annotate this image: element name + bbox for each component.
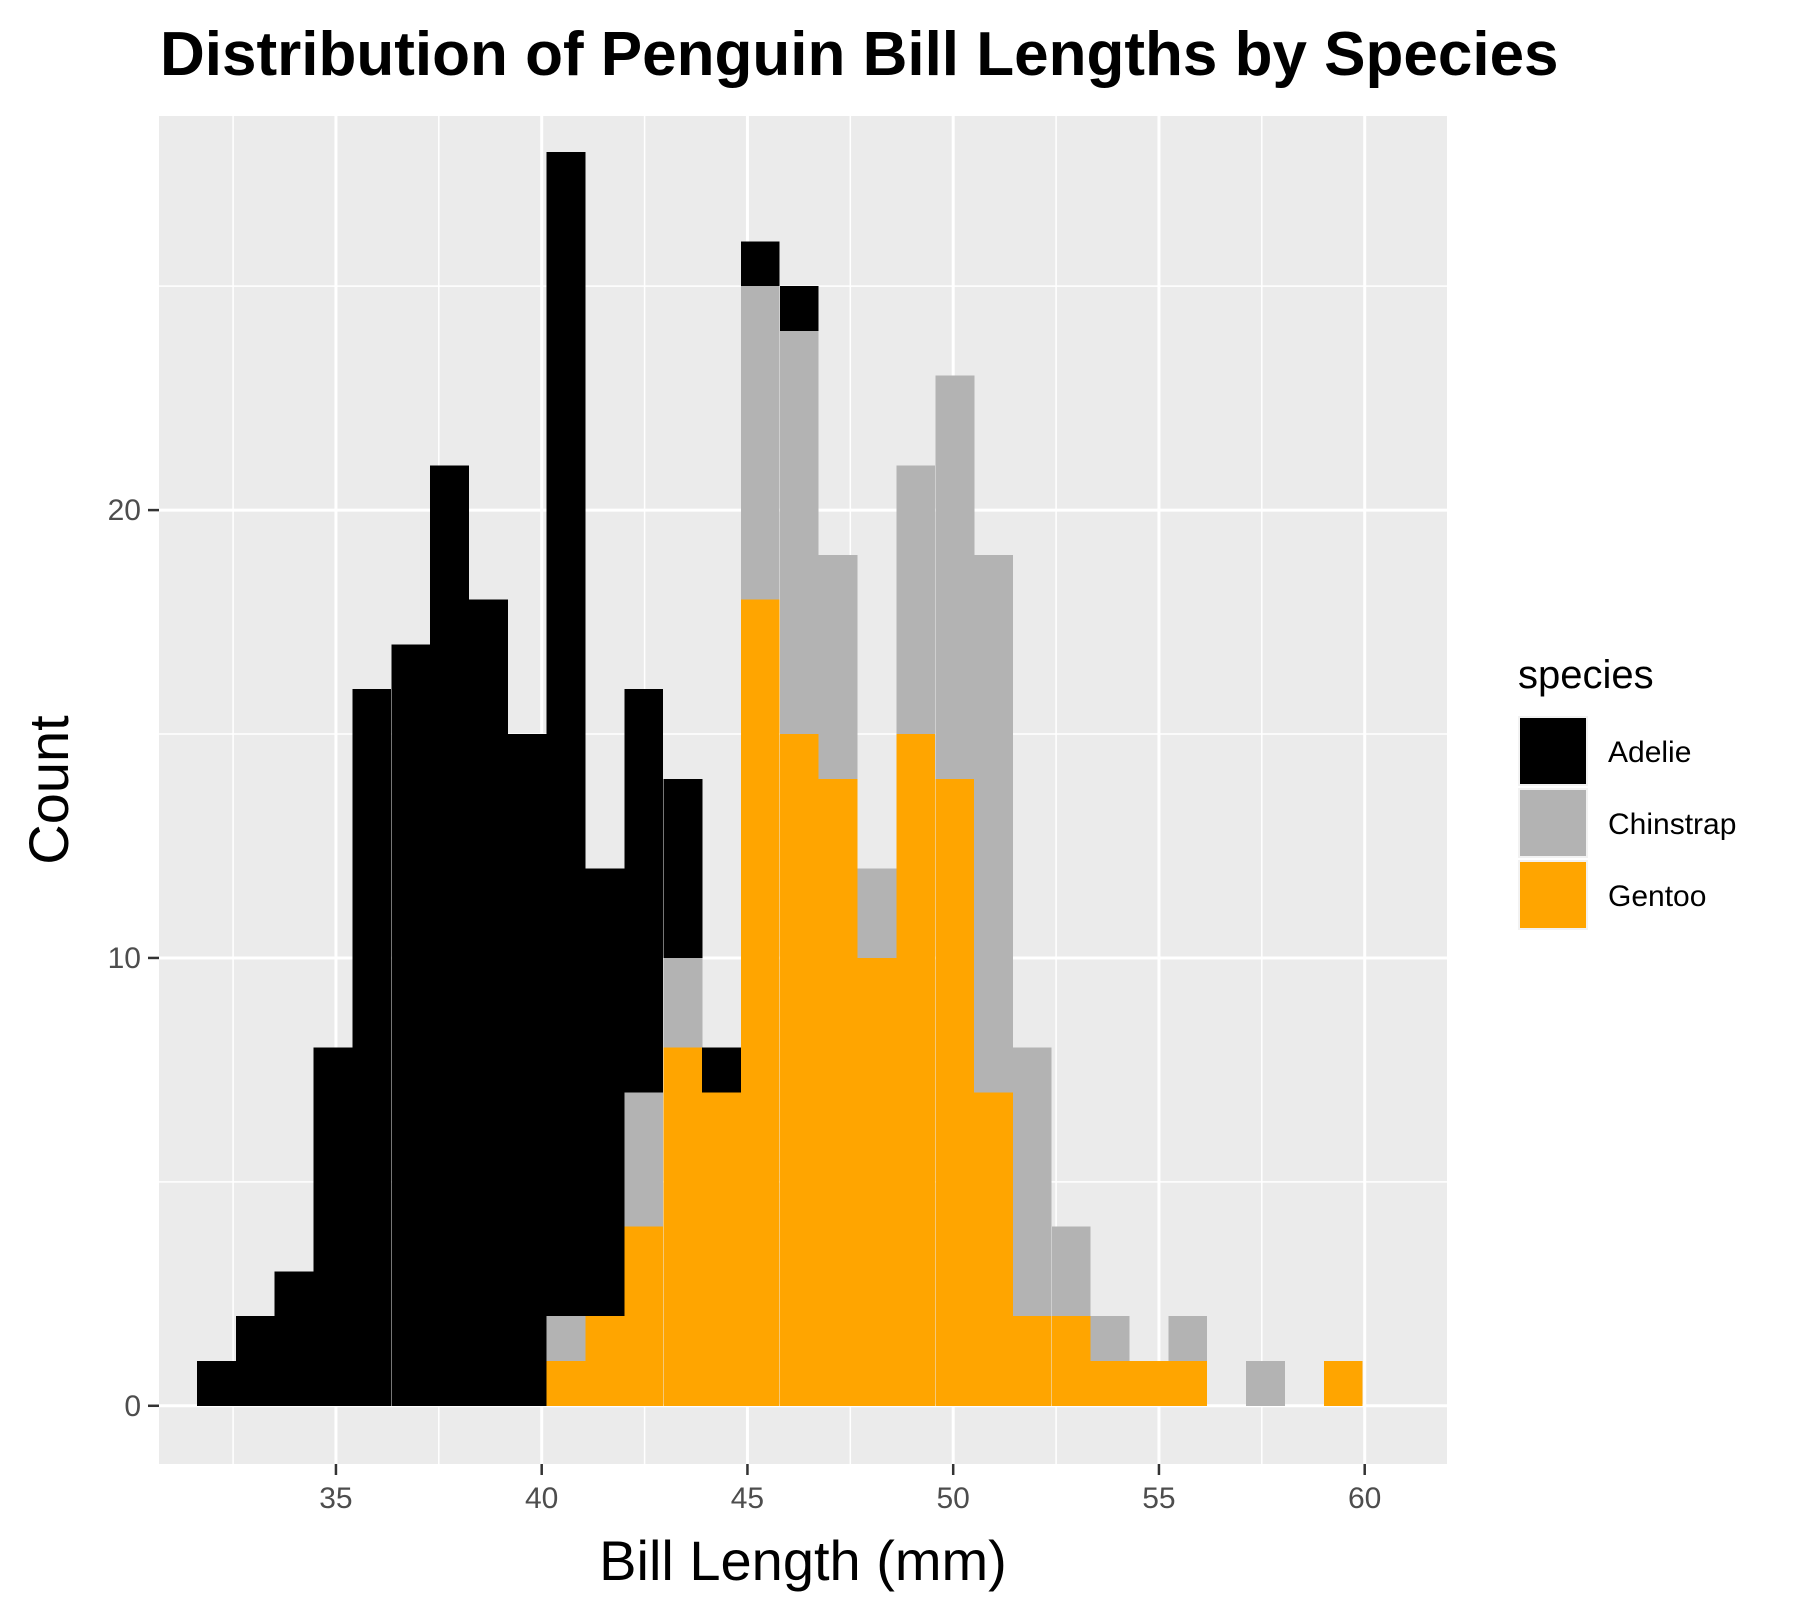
bar-adelie bbox=[430, 465, 469, 1406]
bar-gentoo bbox=[896, 734, 936, 1406]
bar-adelie bbox=[702, 1047, 741, 1093]
bar-gentoo bbox=[1323, 1360, 1363, 1406]
bar-adelie bbox=[469, 599, 509, 1406]
bar-chinstrap bbox=[1012, 1047, 1052, 1317]
bar-chinstrap bbox=[1090, 1316, 1130, 1361]
x-tick-label: 35 bbox=[319, 1482, 352, 1515]
bar-chinstrap bbox=[1246, 1360, 1285, 1406]
bar-chinstrap bbox=[779, 330, 819, 735]
bars bbox=[197, 151, 1363, 1406]
bar-gentoo bbox=[1051, 1316, 1091, 1406]
x-tick-label: 55 bbox=[1142, 1482, 1175, 1515]
bar-gentoo bbox=[702, 1092, 741, 1406]
y-tick-label: 20 bbox=[108, 494, 141, 527]
bar-gentoo bbox=[585, 1316, 625, 1406]
bar-adelie bbox=[507, 734, 547, 1406]
bar-chinstrap bbox=[857, 868, 897, 958]
bar-adelie bbox=[352, 689, 392, 1406]
bar-gentoo bbox=[1012, 1316, 1052, 1406]
x-tick-label: 50 bbox=[937, 1482, 970, 1515]
legend-title: species bbox=[1518, 653, 1654, 697]
bar-adelie bbox=[197, 1360, 237, 1406]
bar-chinstrap bbox=[546, 1316, 586, 1361]
bar-chinstrap bbox=[896, 465, 936, 735]
legend-label-chinstrap: Chinstrap bbox=[1608, 808, 1736, 841]
bar-chinstrap bbox=[935, 375, 975, 779]
x-tick-label: 45 bbox=[731, 1482, 764, 1515]
bar-gentoo bbox=[663, 1047, 703, 1406]
legend-label-gentoo: Gentoo bbox=[1608, 880, 1706, 913]
legend-swatch-gentoo bbox=[1520, 862, 1586, 928]
bar-gentoo bbox=[740, 599, 780, 1406]
bar-adelie bbox=[274, 1271, 314, 1406]
bar-adelie bbox=[779, 286, 819, 331]
legend-swatch-chinstrap bbox=[1520, 790, 1586, 856]
bar-chinstrap bbox=[663, 957, 703, 1048]
bar-adelie bbox=[313, 1047, 353, 1406]
bar-adelie bbox=[546, 151, 586, 1317]
bar-chinstrap bbox=[624, 1092, 664, 1227]
bar-gentoo bbox=[935, 778, 975, 1406]
bar-gentoo bbox=[818, 778, 858, 1406]
y-tick-label: 10 bbox=[108, 942, 141, 975]
bar-gentoo bbox=[1129, 1360, 1169, 1406]
bar-gentoo bbox=[1090, 1360, 1130, 1406]
bar-chinstrap bbox=[1168, 1316, 1208, 1361]
bar-adelie bbox=[391, 644, 431, 1406]
bar-adelie bbox=[235, 1316, 275, 1406]
legend-swatch-adelie bbox=[1520, 718, 1586, 784]
bar-adelie bbox=[624, 689, 664, 1093]
chart-title: Distribution of Penguin Bill Lengths by … bbox=[160, 20, 1559, 89]
bar-chinstrap bbox=[1051, 1226, 1091, 1317]
bar-gentoo bbox=[1168, 1360, 1208, 1406]
y-axis: 0 10 20 bbox=[108, 494, 159, 1423]
bar-adelie bbox=[585, 868, 625, 1317]
y-axis-title: Count bbox=[17, 715, 80, 865]
bar-adelie bbox=[663, 778, 703, 958]
bar-gentoo bbox=[546, 1360, 586, 1406]
bar-gentoo bbox=[779, 734, 819, 1406]
bar-adelie bbox=[740, 241, 780, 287]
y-tick-label: 0 bbox=[124, 1390, 141, 1423]
legend-label-adelie: Adelie bbox=[1608, 736, 1691, 769]
bar-chinstrap bbox=[818, 554, 858, 779]
x-axis-title: Bill Length (mm) bbox=[599, 1529, 1007, 1592]
bar-chinstrap bbox=[740, 286, 780, 600]
legend-items: Adelie Chinstrap Gentoo bbox=[1518, 716, 1736, 930]
bar-chinstrap bbox=[974, 554, 1013, 1093]
legend: species Adelie Chinstrap Gentoo bbox=[1518, 653, 1736, 930]
bar-gentoo bbox=[624, 1226, 664, 1406]
x-axis: 35 40 45 50 55 60 bbox=[319, 1464, 1381, 1515]
bar-gentoo bbox=[857, 957, 897, 1406]
x-tick-label: 40 bbox=[525, 1482, 558, 1515]
bar-gentoo bbox=[974, 1092, 1013, 1406]
x-tick-label: 60 bbox=[1348, 1482, 1381, 1515]
